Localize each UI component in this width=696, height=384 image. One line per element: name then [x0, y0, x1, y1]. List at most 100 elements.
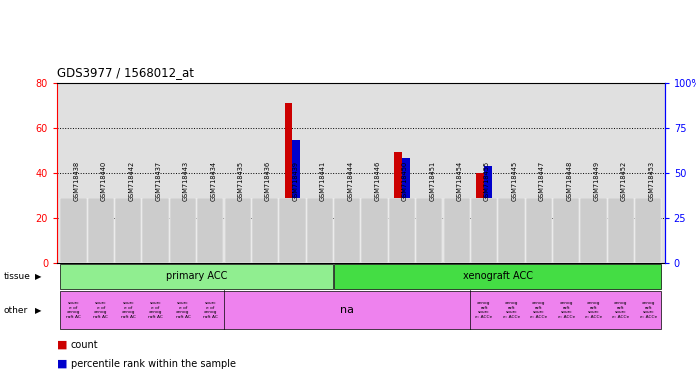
Text: GSM718448: GSM718448: [566, 161, 572, 201]
Bar: [429, 254, 437, 263]
Text: sourc
e of
xenog
raft AC: sourc e of xenog raft AC: [175, 301, 191, 319]
Text: xenog
raft
sourc
e: ACCe: xenog raft sourc e: ACCe: [530, 301, 548, 319]
Bar: [148, 243, 156, 263]
Bar: [594, 229, 601, 263]
Bar: [225, 198, 251, 263]
Text: GSM718452: GSM718452: [621, 161, 627, 201]
Bar: [175, 238, 183, 263]
Bar: [292, 140, 300, 263]
Text: sourc
e of
xenog
raft AC: sourc e of xenog raft AC: [121, 301, 136, 319]
Bar: [621, 250, 628, 263]
Bar: [101, 254, 109, 263]
Bar: [279, 198, 306, 263]
Bar: [416, 198, 443, 263]
Bar: [422, 256, 429, 263]
Text: GSM718441: GSM718441: [320, 161, 326, 201]
Text: xenog
raft
sourc
e: ACCe: xenog raft sourc e: ACCe: [503, 301, 520, 319]
Text: xenog
raft
sourc
e: ACCe: xenog raft sourc e: ACCe: [585, 301, 602, 319]
Text: primary ACC: primary ACC: [166, 271, 228, 281]
Bar: [389, 198, 415, 263]
Text: GSM718445: GSM718445: [512, 161, 517, 201]
Bar: [334, 263, 661, 290]
Text: GSM718453: GSM718453: [648, 161, 654, 201]
Bar: [640, 240, 648, 263]
Bar: [484, 166, 491, 263]
Text: GSM718451: GSM718451: [429, 161, 435, 201]
Text: GSM718436: GSM718436: [265, 161, 271, 201]
Bar: [367, 240, 374, 263]
Text: GSM718444: GSM718444: [347, 161, 353, 201]
Text: ▶: ▶: [35, 272, 41, 281]
Text: ▶: ▶: [35, 306, 41, 314]
Bar: [525, 198, 552, 263]
Bar: [320, 238, 328, 263]
Bar: [230, 240, 238, 263]
Text: tissue: tissue: [3, 272, 31, 281]
Text: GSM718446: GSM718446: [374, 161, 381, 201]
Text: GSM718434: GSM718434: [210, 161, 216, 201]
Bar: [334, 198, 361, 263]
Bar: [347, 254, 355, 263]
Bar: [394, 152, 402, 263]
Text: ■: ■: [57, 359, 68, 369]
Bar: [156, 240, 164, 263]
Bar: [613, 252, 621, 263]
Bar: [558, 250, 566, 263]
Bar: [361, 198, 388, 263]
Text: count: count: [71, 340, 99, 350]
Text: xenog
raft
sourc
e: ACCe: xenog raft sourc e: ACCe: [557, 301, 575, 319]
Text: GSM718442: GSM718442: [128, 161, 134, 201]
Text: sourc
e of
xenog
raft AC: sourc e of xenog raft AC: [203, 301, 218, 319]
Text: percentile rank within the sample: percentile rank within the sample: [71, 359, 236, 369]
Bar: [608, 198, 634, 263]
Bar: [143, 198, 168, 263]
Text: sourc
e of
xenog
raft AC: sourc e of xenog raft AC: [93, 301, 109, 319]
Text: xenograft ACC: xenograft ACC: [463, 271, 532, 281]
Text: GSM718455: GSM718455: [484, 161, 490, 201]
Text: GDS3977 / 1568012_at: GDS3977 / 1568012_at: [57, 66, 194, 79]
Bar: [258, 240, 265, 263]
Bar: [586, 236, 594, 263]
Bar: [61, 198, 86, 263]
Text: GSM718454: GSM718454: [457, 161, 463, 201]
Bar: [120, 250, 128, 263]
Bar: [128, 247, 136, 263]
Bar: [307, 198, 333, 263]
Bar: [170, 198, 196, 263]
Bar: [580, 198, 607, 263]
Bar: [566, 250, 574, 263]
Text: other: other: [3, 306, 28, 314]
Bar: [635, 198, 661, 263]
Bar: [449, 238, 457, 263]
Text: xenog
raft
sourc
e: ACCe: xenog raft sourc e: ACCe: [612, 301, 629, 319]
Text: ■: ■: [57, 340, 68, 350]
Text: xenog
raft
sourc
e: ACCe: xenog raft sourc e: ACCe: [640, 301, 657, 319]
Bar: [115, 198, 141, 263]
Bar: [504, 252, 512, 263]
Text: xenog
raft
sourc
e: ACCe: xenog raft sourc e: ACCe: [475, 301, 493, 319]
Bar: [252, 198, 278, 263]
Bar: [74, 240, 81, 263]
Text: sourc
e of
xenog
raft AC: sourc e of xenog raft AC: [66, 301, 81, 319]
Bar: [93, 256, 101, 263]
Bar: [210, 243, 218, 263]
Text: GSM718449: GSM718449: [594, 161, 599, 201]
Bar: [66, 243, 74, 263]
Bar: [402, 158, 409, 263]
Bar: [340, 256, 347, 263]
Bar: [553, 198, 579, 263]
Bar: [285, 103, 292, 263]
Text: GSM718440: GSM718440: [101, 161, 107, 201]
Text: sourc
e of
xenog
raft AC: sourc e of xenog raft AC: [148, 301, 163, 319]
Bar: [648, 240, 656, 263]
Bar: [60, 263, 333, 290]
Bar: [203, 245, 210, 263]
Text: GSM718447: GSM718447: [539, 161, 545, 201]
Text: GSM718450: GSM718450: [402, 161, 408, 201]
Bar: [313, 240, 320, 263]
Bar: [512, 242, 519, 263]
Text: GSM718435: GSM718435: [238, 161, 244, 201]
Text: GSM718437: GSM718437: [156, 161, 161, 201]
Bar: [183, 232, 191, 263]
Bar: [443, 198, 470, 263]
